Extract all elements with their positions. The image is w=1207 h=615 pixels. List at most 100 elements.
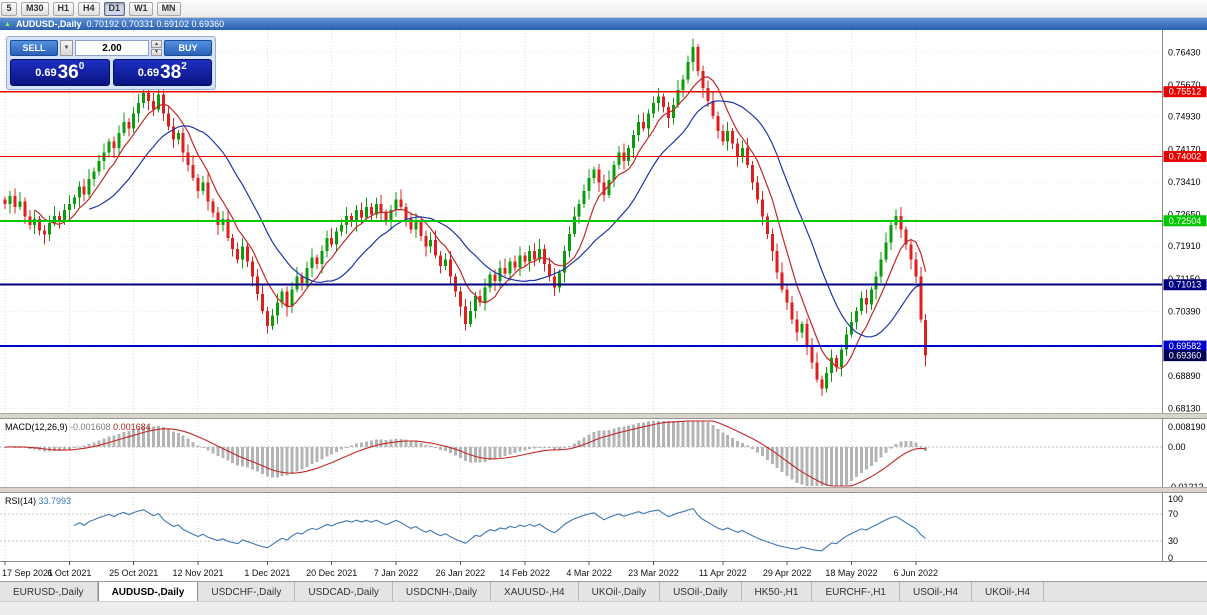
svg-text:0.00: 0.00 bbox=[1168, 442, 1186, 452]
svg-text:0.69582: 0.69582 bbox=[1169, 341, 1202, 351]
timeframe-d1[interactable]: D1 bbox=[103, 1, 126, 16]
timeframe-toolbar: 5 M30 H1 H4 D1 W1 MN bbox=[0, 0, 1207, 18]
price-level-tag: 0.72504 bbox=[1163, 215, 1207, 227]
bid-price-prefix: 0.69 bbox=[35, 66, 57, 79]
chart-background bbox=[0, 30, 1207, 585]
volume-input[interactable]: 2.00 bbox=[75, 40, 149, 56]
svg-text:0.71910: 0.71910 bbox=[1168, 241, 1201, 251]
timeframe-h4[interactable]: H4 bbox=[78, 1, 100, 16]
chart-symbol-title: AUDUSD-,Daily bbox=[15, 19, 82, 29]
tab-usdcnh-daily[interactable]: USDCNH-,Daily bbox=[392, 582, 492, 602]
svg-text:0.74170: 0.74170 bbox=[1168, 144, 1201, 154]
chart-icon: ▲ bbox=[4, 20, 11, 28]
ask-price-button[interactable]: 0.69 38 2 bbox=[112, 59, 212, 86]
price-level-tag: 0.69582 bbox=[1163, 340, 1207, 352]
svg-text:18 May 2022: 18 May 2022 bbox=[825, 568, 877, 578]
timeframe-m30[interactable]: M30 bbox=[21, 1, 49, 16]
tab-eurusd-daily[interactable]: EURUSD-,Daily bbox=[0, 582, 98, 602]
ask-price-prefix: 0.69 bbox=[137, 66, 160, 79]
svg-text:0.68130: 0.68130 bbox=[1168, 403, 1201, 413]
svg-text:7 Jan 2022: 7 Jan 2022 bbox=[374, 568, 419, 578]
macd-panel-splitter[interactable] bbox=[0, 413, 1207, 419]
tab-hk50-h1[interactable]: HK50-,H1 bbox=[741, 582, 813, 602]
chart-tabs: EURUSD-,Daily AUDUSD-,Daily USDCHF-,Daily U… bbox=[0, 581, 1207, 602]
svg-text:14 Feb 2022: 14 Feb 2022 bbox=[499, 568, 550, 578]
tab-audusd-daily[interactable]: AUDUSD-,Daily bbox=[97, 582, 199, 602]
svg-text:70: 70 bbox=[1168, 509, 1178, 519]
bid-price-button[interactable]: 0.69 36 0 bbox=[10, 59, 110, 86]
svg-text:0.75670: 0.75670 bbox=[1168, 80, 1201, 90]
svg-text:20 Dec 2021: 20 Dec 2021 bbox=[306, 568, 357, 578]
svg-text:12 Nov 2021: 12 Nov 2021 bbox=[173, 568, 224, 578]
timeframe-w1[interactable]: W1 bbox=[129, 1, 153, 16]
svg-text:26 Jan 2022: 26 Jan 2022 bbox=[436, 568, 486, 578]
svg-text:0.008190: 0.008190 bbox=[1168, 422, 1206, 432]
svg-text:30: 30 bbox=[1168, 536, 1178, 546]
svg-text:0.69360: 0.69360 bbox=[1169, 351, 1202, 361]
svg-text:0.76430: 0.76430 bbox=[1168, 47, 1201, 57]
svg-text:29 Apr 2022: 29 Apr 2022 bbox=[763, 568, 812, 578]
buy-button[interactable]: BUY bbox=[164, 40, 212, 56]
rsi-line bbox=[74, 507, 927, 552]
svg-text:0.72650: 0.72650 bbox=[1168, 209, 1201, 219]
rsi-panel-splitter[interactable] bbox=[0, 487, 1207, 493]
price-level-tag: 0.69360 bbox=[1163, 350, 1207, 362]
svg-text:23 Mar 2022: 23 Mar 2022 bbox=[628, 568, 679, 578]
svg-text:0.72504: 0.72504 bbox=[1169, 216, 1202, 226]
svg-text:0.75512: 0.75512 bbox=[1169, 87, 1202, 97]
price-axis-labels: 0.76430 0.75670 0.74930 0.74170 0.73410 0.726… bbox=[1168, 47, 1201, 413]
bid-price-point: 0 bbox=[78, 61, 85, 72]
tab-ukoil-h4[interactable]: UKOil-,H4 bbox=[972, 582, 1045, 602]
svg-text:0.70390: 0.70390 bbox=[1168, 306, 1201, 316]
price-level-tag: 0.75512 bbox=[1163, 86, 1207, 98]
volume-value: 2.00 bbox=[102, 42, 122, 54]
ask-price-pips: 38 bbox=[160, 62, 182, 83]
svg-text:17 Sep 2021: 17 Sep 2021 bbox=[2, 568, 53, 578]
rsi-level-lines bbox=[0, 513, 1162, 542]
svg-text:0.73410: 0.73410 bbox=[1168, 177, 1201, 187]
moving-average-line-1 bbox=[88, 100, 926, 338]
rsi-axis-labels: 100 70 30 0 bbox=[1168, 494, 1183, 563]
chart-window-titlebar: ▲ AUDUSD-,Daily 0.70192 0.70331 0.69102 … bbox=[0, 18, 1207, 30]
svg-text:100: 100 bbox=[1168, 494, 1183, 504]
horizontal-level-lines bbox=[0, 91, 1162, 348]
volume-down-icon[interactable]: ▼ bbox=[151, 48, 162, 56]
sell-button[interactable]: SELL bbox=[10, 40, 58, 56]
bid-price-pips: 36 bbox=[57, 62, 79, 83]
tab-usdchf-daily[interactable]: USDCHF-,Daily bbox=[198, 582, 296, 602]
time-axis-background bbox=[0, 561, 1207, 581]
svg-text:0.74930: 0.74930 bbox=[1168, 112, 1201, 122]
chart-ohlc-values: 0.70192 0.70331 0.69102 0.69360 bbox=[86, 19, 225, 29]
tab-eurchf-h1[interactable]: EURCHF-,H1 bbox=[812, 582, 900, 602]
svg-text:0.68890: 0.68890 bbox=[1168, 371, 1201, 381]
tab-usoil-daily[interactable]: USOil-,Daily bbox=[660, 582, 742, 602]
one-click-trading-widget: SELL ▼ 2.00 ▲ ▼ BUY 0.69 36 0 0.69 38 2 bbox=[6, 36, 216, 90]
tab-xauusd-h4[interactable]: XAUUSD-,H4 bbox=[491, 582, 579, 602]
timeframe-h1[interactable]: H1 bbox=[52, 1, 75, 16]
svg-text:0.74002: 0.74002 bbox=[1169, 151, 1202, 161]
price-level-tag: 0.74002 bbox=[1163, 150, 1207, 162]
macd-histogram bbox=[3, 421, 928, 486]
price-axis-background bbox=[1163, 30, 1207, 561]
ask-price-point: 2 bbox=[181, 61, 187, 72]
tab-usdcad-daily[interactable]: USDCAD-,Daily bbox=[295, 582, 393, 602]
candles-layer bbox=[3, 38, 928, 396]
timeframe-5[interactable]: 5 bbox=[1, 1, 17, 16]
svg-text:4 Mar 2022: 4 Mar 2022 bbox=[566, 568, 612, 578]
volume-up-icon[interactable]: ▲ bbox=[151, 40, 162, 48]
svg-text:11 Apr 2022: 11 Apr 2022 bbox=[699, 568, 747, 578]
volume-dropdown-icon[interactable]: ▼ bbox=[60, 40, 73, 56]
timeframe-mn[interactable]: MN bbox=[156, 1, 181, 16]
volume-stepper: ▲ ▼ bbox=[151, 40, 162, 56]
moving-average-line-0 bbox=[34, 76, 927, 369]
rsi-indicator-label: RSI(14) 33.7993 bbox=[5, 496, 72, 506]
price-level-tag: 0.71013 bbox=[1163, 279, 1207, 291]
macd-indicator-label: MACD(12,26,9) -0.001608 0.001684 bbox=[5, 422, 151, 432]
tab-ukoil-daily[interactable]: UKOil-,Daily bbox=[578, 582, 661, 602]
svg-text:6 Jun 2022: 6 Jun 2022 bbox=[894, 568, 939, 578]
status-bar bbox=[0, 601, 1207, 615]
tab-usoil-h4[interactable]: USOil-,H4 bbox=[900, 582, 973, 602]
